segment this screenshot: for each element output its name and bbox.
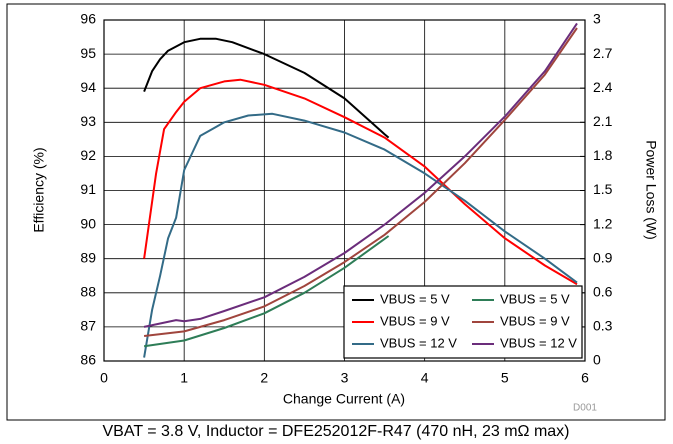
y-tick-label: 93 (80, 113, 96, 129)
legend-label: VBUS = 9 V (500, 313, 570, 328)
figure-id: D001 (573, 403, 597, 414)
legend: VBUS = 5 V VBUS = 9 V VBUS = 12 V VBUS = 5 … (343, 285, 583, 359)
series-line (143, 235, 390, 348)
legend-label: VBUS = 12 V (380, 335, 457, 350)
y-tick-label: 96 (80, 11, 96, 27)
y-tick-label: 89 (80, 249, 96, 265)
x-tick-label: 3 (341, 370, 349, 386)
y2-tick-label: 0 (593, 352, 601, 368)
legend-label: VBUS = 12 V (500, 335, 577, 350)
x-tick-label: 6 (581, 370, 589, 386)
legend-label: VBUS = 9 V (380, 313, 450, 328)
series-line (143, 37, 390, 139)
legend-label: VBUS = 5 V (380, 291, 450, 306)
y2-tick-label: 3 (593, 11, 601, 27)
y-tick-label: 90 (80, 215, 96, 231)
y2-tick-label: 0.6 (593, 284, 613, 300)
y-axis-title: Efficiency (%) (31, 147, 47, 232)
y-tick-label: 87 (80, 318, 96, 334)
y2-tick-label: 2.4 (593, 79, 613, 95)
series-line (143, 22, 578, 328)
legend-label: VBUS = 5 V (500, 291, 570, 306)
x-tick-label: 5 (501, 370, 509, 386)
y-tick-label: 94 (80, 79, 96, 95)
y2-axis-title: Power Loss (W) (643, 140, 659, 240)
y2-tick-label: 2.7 (593, 45, 613, 61)
x-axis-title: Change Current (A) (283, 391, 405, 407)
series-line (143, 27, 578, 337)
figure-border (6, 3, 666, 421)
y2-tick-label: 0.3 (593, 318, 613, 334)
series-line (143, 112, 578, 358)
x-tick-label: 2 (260, 370, 268, 386)
y-tick-label: 86 (80, 352, 96, 368)
y2-tick-label: 1.2 (593, 215, 613, 231)
y2-tick-label: 0.9 (593, 249, 613, 265)
y2-tick-label: 1.8 (593, 147, 613, 163)
y2-tick-label: 1.5 (593, 181, 613, 197)
caption: VBAT = 3.8 V, Inductor = DFE252012F-R47 … (102, 423, 569, 440)
x-tick-label: 4 (421, 370, 429, 386)
series-line (143, 78, 578, 286)
y-tick-label: 92 (80, 147, 96, 163)
legend-box (343, 285, 583, 359)
y2-tick-label: 2.1 (593, 113, 613, 129)
y-tick-label: 91 (80, 181, 96, 197)
x-tick-label: 1 (180, 370, 188, 386)
x-tick-label: 0 (100, 370, 108, 386)
y-tick-label: 88 (80, 284, 96, 300)
y-tick-label: 95 (80, 45, 96, 61)
